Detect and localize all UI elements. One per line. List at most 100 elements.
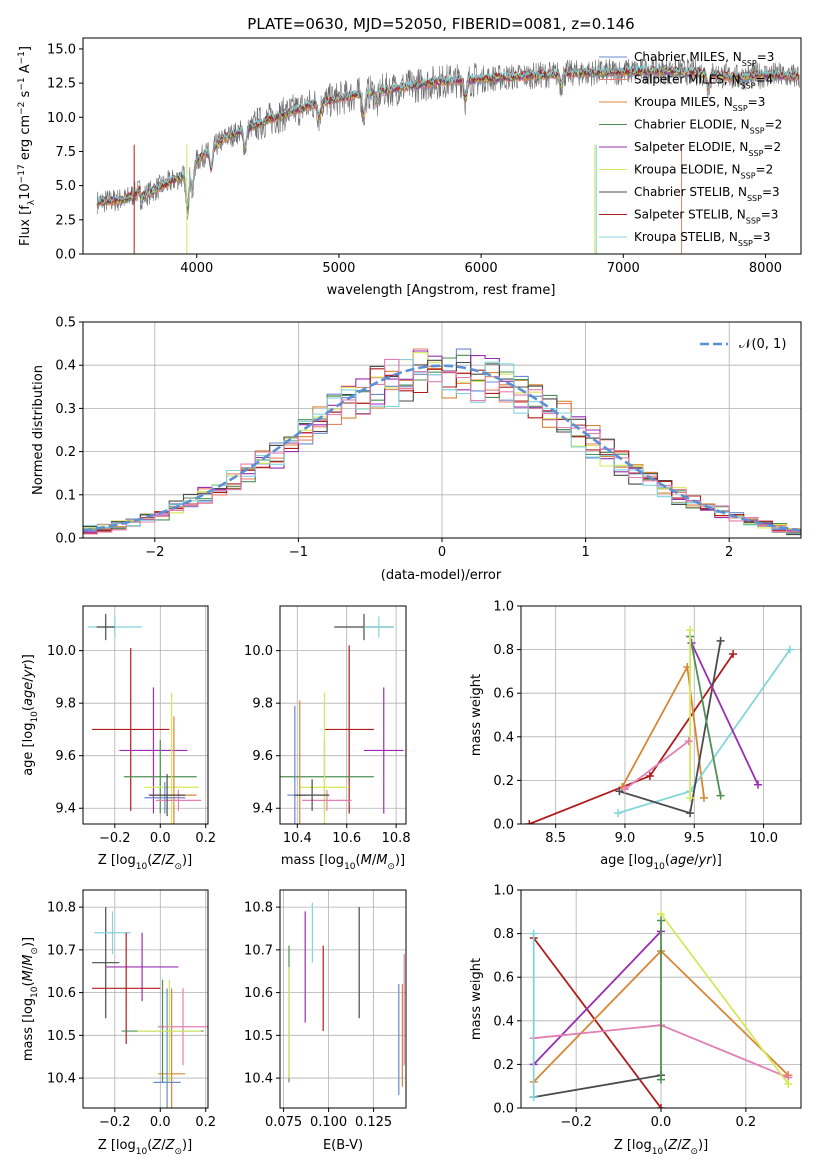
grid bbox=[83, 606, 208, 824]
legend-entry: Kroupa ELODIE, NSSP=2 bbox=[634, 163, 773, 181]
x-tick-label: 0.100 bbox=[310, 1115, 347, 1130]
data-point bbox=[614, 809, 623, 818]
y-tick-label: 9.4 bbox=[252, 802, 273, 817]
y-tick-label: 5.0 bbox=[55, 179, 76, 194]
y-tick-label: 10.4 bbox=[244, 1072, 273, 1087]
x-tick-label: 6000 bbox=[465, 261, 498, 276]
chart-3: 10.4 10.6 10.8 9.4 9.6 9.8 10.0 bbox=[244, 605, 411, 846]
grid bbox=[83, 890, 208, 1108]
normal-curve bbox=[83, 364, 801, 532]
x-tick-label: 7000 bbox=[607, 261, 640, 276]
histogram-step bbox=[83, 358, 801, 535]
plot-area bbox=[525, 625, 794, 824]
y-tick-label: 0.4 bbox=[55, 359, 76, 374]
x-tick-label: 0.2 bbox=[736, 1115, 757, 1130]
data-point bbox=[657, 1075, 665, 1084]
x-tick-label: 1 bbox=[581, 545, 589, 560]
x-tick-label: 0 bbox=[438, 545, 446, 560]
data-point bbox=[784, 1080, 793, 1089]
x-tick-label: 10.0 bbox=[749, 831, 778, 846]
x-tick-label: −0.2 bbox=[560, 1115, 592, 1130]
y-tick-label: 0.0 bbox=[55, 532, 76, 547]
plot-area bbox=[92, 907, 208, 1108]
x-tick-label: 10.8 bbox=[382, 831, 411, 846]
chart-6: 0.075 0.100 0.125 10.4 10.5 10.6 10.7 10.8 E(B-V… bbox=[244, 889, 407, 1153]
y-tick-label: 0.2 bbox=[55, 445, 76, 460]
y-tick-label: 9.6 bbox=[55, 749, 76, 764]
axes-frame bbox=[279, 889, 407, 1109]
y-tick-label: 9.4 bbox=[55, 802, 76, 817]
x-axis-label: mass [log10(M/M⊙)] bbox=[281, 853, 405, 872]
series-line bbox=[660, 913, 790, 1085]
y-tick-label: 0.3 bbox=[55, 402, 76, 417]
plot-area bbox=[529, 909, 793, 1108]
chart-4: 8.5 9.0 9.5 10.0 0.0 0.2 0.4 0.6 0.8 1.0 mass weig… bbox=[469, 600, 802, 872]
axes-frame bbox=[82, 37, 802, 255]
plot-area bbox=[96, 56, 800, 254]
series-line bbox=[689, 636, 722, 796]
y-tick-label: 7.5 bbox=[55, 145, 76, 160]
y-axis-label: mass weight bbox=[469, 674, 484, 756]
axes-frame bbox=[82, 605, 209, 825]
y-tick-label: 10.0 bbox=[47, 111, 76, 126]
x-tick-label: 8.5 bbox=[545, 831, 566, 846]
x-tick-label: 10.4 bbox=[283, 831, 312, 846]
y-tick-label: 10.7 bbox=[47, 943, 76, 958]
chart-7: −0.2 0.0 0.2 0.0 0.2 0.4 0.6 0.8 1.0 mass weight Z… bbox=[469, 884, 802, 1157]
legend-entry: Chabrier ELODIE, NSSP=2 bbox=[634, 118, 782, 136]
legend-entry: Salpeter ELODIE, NSSP=2 bbox=[634, 140, 781, 158]
legend-entry: Chabrier STELIB, NSSP=3 bbox=[634, 185, 780, 203]
series-line bbox=[690, 642, 759, 786]
y-tick-label: 9.8 bbox=[252, 697, 273, 712]
series-line bbox=[621, 664, 705, 798]
y-tick-label: 9.8 bbox=[55, 697, 76, 712]
y-tick-label: 1.0 bbox=[493, 884, 514, 899]
legend-entry: Salpeter MILES, NSSP=4 bbox=[634, 73, 773, 91]
axes-frame bbox=[279, 605, 407, 825]
y-tick-label: 15.0 bbox=[47, 42, 76, 57]
legend-entry: Salpeter STELIB, NSSP=3 bbox=[634, 208, 778, 226]
data-point bbox=[525, 820, 534, 824]
y-tick-label: 10.6 bbox=[47, 986, 76, 1001]
data-point bbox=[529, 929, 538, 938]
data-point bbox=[784, 1071, 793, 1080]
x-tick-label: −1 bbox=[289, 545, 308, 560]
y-tick-label: 0.2 bbox=[493, 774, 514, 789]
model-spectrum-line bbox=[96, 64, 800, 207]
y-axis-label: mass weight bbox=[469, 958, 484, 1040]
legend-entry: Chabrier MILES, NSSP=3 bbox=[634, 50, 774, 68]
x-tick-label: 0.2 bbox=[195, 831, 216, 846]
plot-area bbox=[280, 613, 404, 824]
series-line bbox=[619, 640, 722, 815]
data-point bbox=[529, 1093, 538, 1102]
plot-area bbox=[83, 348, 801, 536]
y-tick-label: 0.5 bbox=[55, 316, 76, 331]
x-axis-label: age [log10(age/yr)] bbox=[600, 853, 722, 872]
plot-area bbox=[288, 902, 405, 1096]
y-tick-label: 0.4 bbox=[493, 1014, 514, 1029]
plot-area bbox=[87, 613, 202, 824]
axes-frame bbox=[82, 889, 209, 1109]
data-point bbox=[716, 636, 725, 645]
x-axis-label: Z [log10(Z/Z⊙)] bbox=[98, 853, 192, 872]
y-tick-label: 10.5 bbox=[47, 1029, 76, 1044]
legend-entry: 𝒩(0, 1) bbox=[739, 337, 786, 352]
series-line bbox=[532, 937, 662, 1108]
y-tick-label: 10.4 bbox=[47, 1072, 76, 1087]
chart-1: −2 −1 0 1 2 0.0 0.1 0.2 0.3 0.4 0.5 (data-model)/er… bbox=[31, 316, 802, 583]
y-tick-label: 10.5 bbox=[244, 1029, 273, 1044]
data-point bbox=[657, 916, 665, 925]
y-tick-label: 1.0 bbox=[493, 600, 514, 615]
y-tick-label: 0.0 bbox=[493, 1102, 514, 1117]
y-tick-label: 0.6 bbox=[493, 971, 514, 986]
x-tick-label: 8000 bbox=[749, 261, 782, 276]
y-tick-label: 10.0 bbox=[47, 644, 76, 659]
observed-spectrum bbox=[96, 56, 800, 220]
series-line bbox=[624, 740, 690, 790]
y-tick-label: 10.8 bbox=[244, 901, 273, 916]
x-tick-label: 0.2 bbox=[195, 1115, 216, 1130]
data-point bbox=[615, 787, 624, 796]
grid bbox=[280, 890, 406, 1108]
x-axis-label: Z [log10(Z/Z⊙)] bbox=[614, 1138, 708, 1157]
